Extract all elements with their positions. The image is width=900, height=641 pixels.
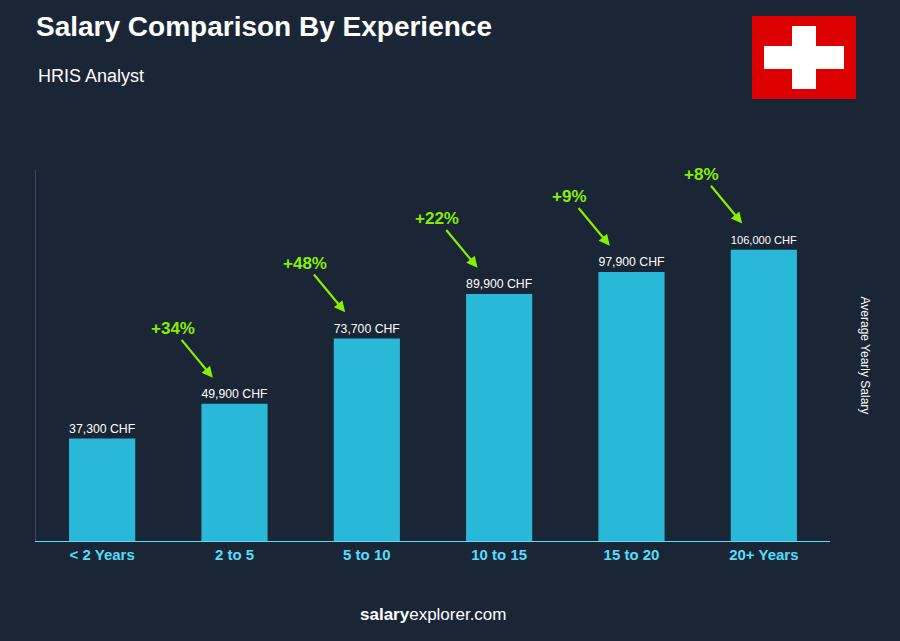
svg-text:< 2 Years: < 2 Years	[70, 546, 135, 563]
svg-text:+34%: +34%	[151, 319, 195, 338]
svg-text:+8%: +8%	[684, 165, 719, 184]
svg-text:10 to 15: 10 to 15	[471, 546, 527, 563]
svg-text:97,900 CHF: 97,900 CHF	[598, 255, 664, 269]
svg-text:+9%: +9%	[552, 187, 587, 206]
svg-text:106,000 CHF: 106,000 CHF	[731, 234, 797, 246]
svg-text:37,300 CHF: 37,300 CHF	[69, 422, 135, 436]
svg-text:+48%: +48%	[283, 254, 327, 273]
svg-text:Average Yearly Salary: Average Yearly Salary	[858, 297, 872, 415]
svg-text:Salary Comparison By Experienc: Salary Comparison By Experience	[36, 11, 492, 42]
svg-text:73,700 CHF: 73,700 CHF	[334, 322, 400, 336]
svg-text:+22%: +22%	[415, 209, 459, 228]
svg-text:89,900 CHF: 89,900 CHF	[466, 277, 532, 291]
svg-text:15 to 20: 15 to 20	[604, 546, 660, 563]
svg-text:2 to 5: 2 to 5	[215, 546, 254, 563]
svg-text:20+ Years: 20+ Years	[729, 546, 798, 563]
svg-text:49,900 CHF: 49,900 CHF	[201, 387, 267, 401]
svg-text:salaryexplorer.com: salaryexplorer.com	[360, 605, 507, 624]
svg-text:HRIS Analyst: HRIS Analyst	[38, 66, 144, 86]
svg-text:5 to 10: 5 to 10	[343, 546, 391, 563]
